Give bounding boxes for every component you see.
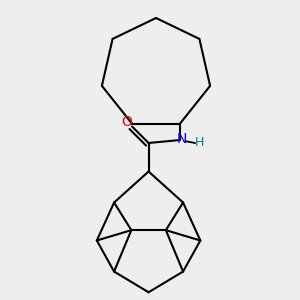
Text: H: H: [195, 136, 204, 149]
Text: O: O: [121, 115, 132, 129]
Text: N: N: [176, 132, 187, 146]
